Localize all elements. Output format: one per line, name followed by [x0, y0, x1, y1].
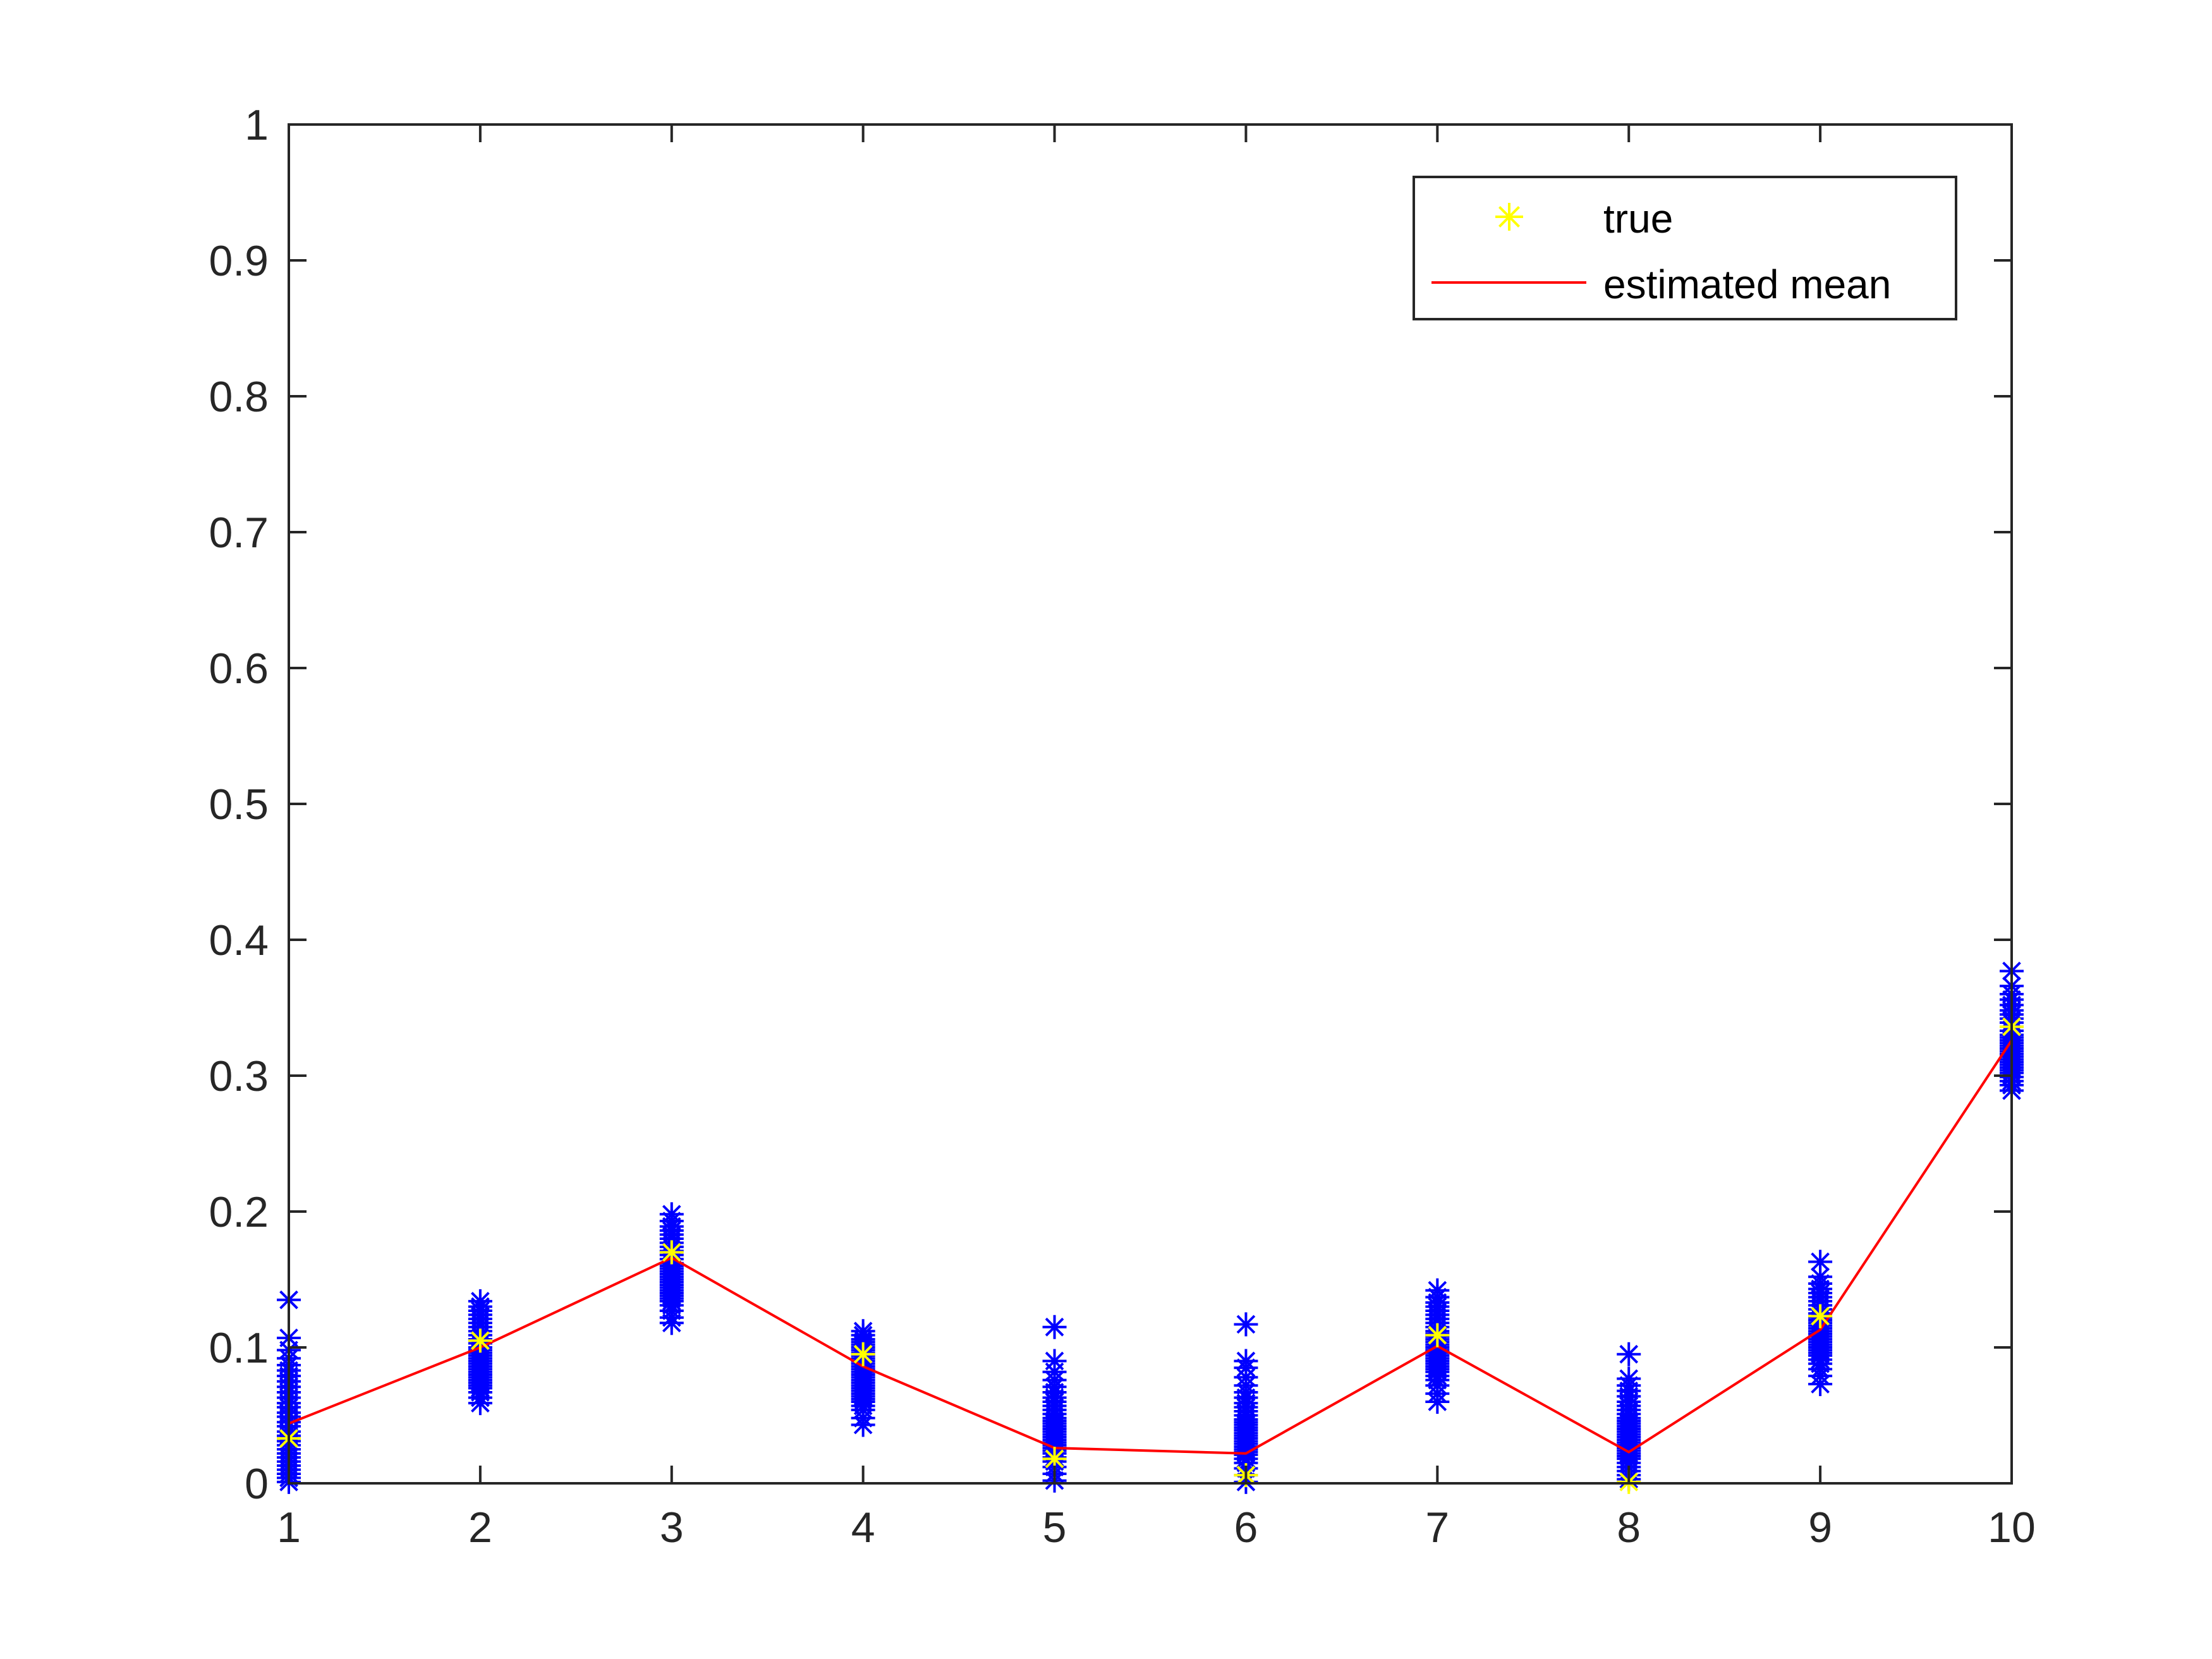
plot-area: [289, 125, 2012, 1483]
x-tick-label: 2: [468, 1504, 492, 1552]
y-tick-label: 1: [245, 101, 269, 149]
axis-tick-labels: 1 2 3 4 5 6 7 8 9 10 0 0.1 0.2 0.3 0.4 0.5 0.6 0.7 0.8 0.9 1: [209, 101, 2035, 1552]
sample-point: [1042, 1315, 1067, 1339]
x-tick-label: 1: [277, 1504, 301, 1552]
sample-point: [1617, 1342, 1641, 1366]
y-tick-label: 0.3: [209, 1052, 269, 1100]
x-tick-label: 3: [660, 1504, 684, 1552]
sample-point: [1234, 1312, 1258, 1337]
true-point: [851, 1342, 875, 1366]
sample-point: [851, 1413, 875, 1437]
legend-label-estimated-mean: estimated mean: [1603, 262, 1891, 307]
x-tick-label: 4: [851, 1504, 875, 1552]
legend: true estimated mean: [1413, 176, 1957, 320]
legend-box: [1413, 176, 1957, 320]
y-tick-label: 0.4: [209, 916, 269, 964]
y-tick-label: 0.1: [209, 1324, 269, 1372]
x-tick-label: 8: [1617, 1504, 1641, 1552]
legend-true-asterisk: [1495, 203, 1523, 231]
x-tick-label: 9: [1808, 1504, 1832, 1552]
sample-markers: [277, 959, 2024, 1494]
true-point: [659, 1240, 684, 1265]
plot-area-background: [289, 125, 2012, 1483]
y-tick-label: 0: [245, 1460, 269, 1508]
sample-point: [1808, 1249, 1833, 1274]
x-tick-label: 5: [1043, 1504, 1067, 1552]
y-tick-label: 0.8: [209, 373, 269, 421]
x-tick-label: 6: [1234, 1504, 1258, 1552]
y-tick-label: 0.7: [209, 509, 269, 557]
estimated-mean-series: [288, 1039, 2013, 1455]
axis-ticks: [288, 123, 2013, 1485]
estimated-mean-line: [288, 1039, 2013, 1455]
true-point: [1425, 1323, 1450, 1347]
sample-point: [1425, 1390, 1450, 1414]
legend-label-true: true: [1603, 196, 1673, 241]
y-tick-label: 0.6: [209, 645, 269, 693]
legend-true-marker: [1495, 203, 1523, 231]
x-tick-label: 7: [1425, 1504, 1449, 1552]
y-tick-label: 0.5: [209, 781, 269, 829]
sample-point: [468, 1391, 492, 1416]
sample-point: [1808, 1372, 1833, 1397]
sample-point: [659, 1311, 684, 1335]
y-tick-label: 0.2: [209, 1188, 269, 1236]
y-tick-label: 0.9: [209, 237, 269, 285]
true-point: [1808, 1304, 1833, 1328]
true-point: [468, 1328, 492, 1353]
x-tick-label: 10: [1988, 1504, 2036, 1552]
